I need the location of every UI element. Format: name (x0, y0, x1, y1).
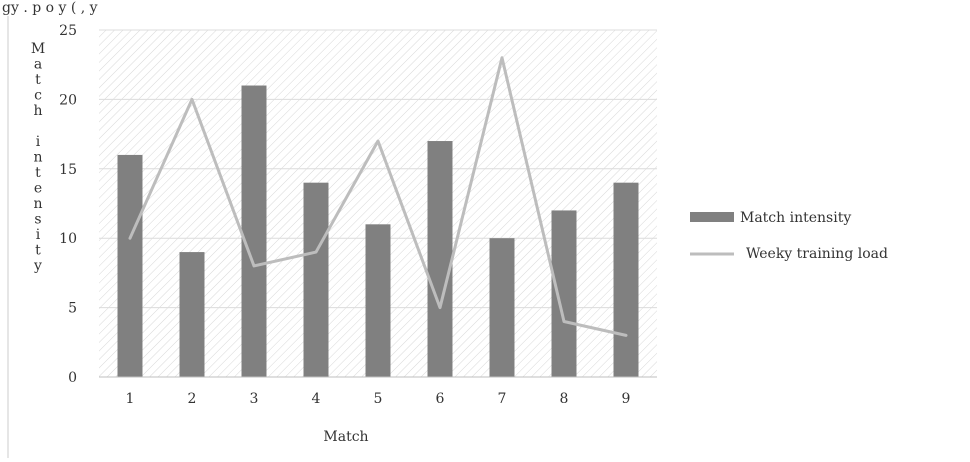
y-axis-label-char: e (34, 181, 42, 197)
bar (304, 183, 329, 377)
x-tick-label: 7 (498, 391, 507, 407)
y-axis-label-char: i (36, 134, 41, 150)
y-axis-label-char: c (34, 88, 42, 104)
y-axis-label-char: t (35, 72, 41, 88)
bar (366, 224, 391, 377)
y-axis-ticks: 0 5 10 15 20 25 (59, 23, 77, 386)
y-axis-label-char: a (34, 57, 42, 73)
y-axis-label-char: M (31, 41, 45, 57)
x-tick-label: 9 (622, 391, 631, 407)
x-tick-label: 6 (436, 391, 445, 407)
x-axis-ticks: 1 2 3 4 5 6 7 8 9 (126, 391, 631, 407)
bar (242, 86, 267, 377)
y-axis-label-char: i (36, 227, 41, 243)
x-tick-label: 5 (374, 391, 383, 407)
y-tick-label: 10 (59, 231, 77, 247)
y-tick-label: 5 (68, 301, 77, 317)
y-axis-label-char: h (33, 103, 42, 119)
x-tick-label: 1 (126, 391, 135, 407)
bar (614, 183, 639, 377)
y-axis-label-char (36, 119, 40, 135)
y-tick-label: 15 (59, 162, 77, 178)
legend-label-line: Weeky training load (746, 246, 888, 262)
x-tick-label: 3 (250, 391, 259, 407)
y-tick-label: 25 (59, 23, 77, 39)
x-tick-label: 2 (188, 391, 197, 407)
bar (180, 252, 205, 377)
x-tick-label: 8 (560, 391, 569, 407)
bar (490, 238, 515, 377)
x-axis-label: Match (323, 429, 368, 445)
top-caption: gy . p o y ( , y (2, 0, 98, 16)
y-axis-label-char: y (33, 258, 42, 274)
y-axis-label-char: s (34, 212, 41, 228)
bar (428, 141, 453, 377)
y-axis-label-char: n (33, 196, 42, 212)
legend-label-bar: Match intensity (740, 210, 851, 226)
x-tick-label: 4 (312, 391, 321, 407)
y-axis-label-char: t (35, 165, 41, 181)
bar (552, 210, 577, 377)
legend: Match intensity Weeky training load (690, 210, 888, 262)
y-axis-label-char: n (33, 150, 42, 166)
bar (118, 155, 143, 377)
y-tick-label: 20 (59, 92, 77, 108)
y-axis-label-char: t (35, 243, 41, 259)
legend-swatch-bar (690, 212, 734, 222)
y-tick-label: 0 (68, 370, 77, 386)
